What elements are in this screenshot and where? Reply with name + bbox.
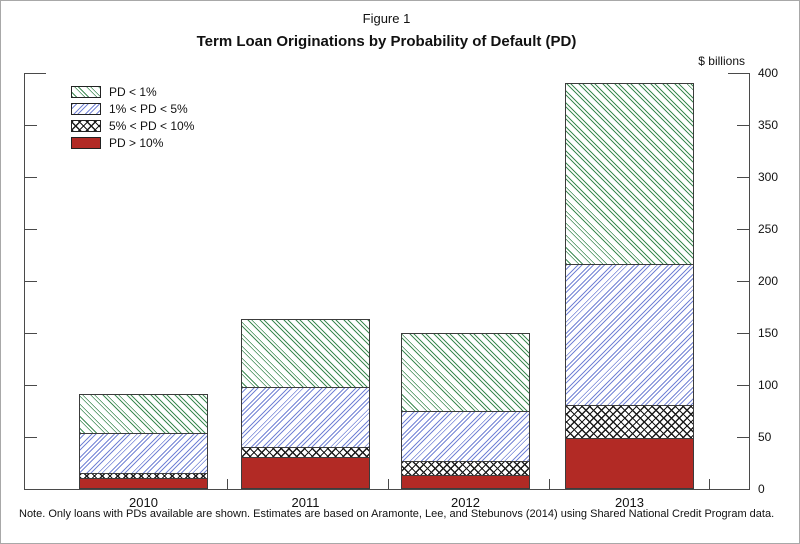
legend-item-pd-gt-10: PD > 10% [71, 134, 194, 151]
bar-2010-segment-green-diagonal [79, 393, 208, 435]
y-axis-unit-label: $ billions [698, 54, 745, 68]
right-y-tick [737, 332, 749, 334]
legend-item-pd-1-5: 1% < PD < 5% [71, 100, 194, 117]
left-y-tick [25, 124, 37, 126]
right-y-tick [737, 384, 749, 386]
right-axis-top-cap [728, 73, 750, 74]
figure-title: Term Loan Originations by Probability of… [196, 33, 577, 50]
left-y-tick [25, 176, 37, 178]
left-y-tick [25, 228, 37, 230]
x-category-label-2013: 2013 [615, 494, 644, 510]
bar-2011-segment-black-crosshatch [241, 446, 370, 459]
bar-2013-segment-green-diagonal [565, 83, 694, 266]
y-tick-label: 300 [758, 169, 779, 184]
blue-hatch-swatch-icon [71, 102, 101, 115]
bar-2012-segment-red-solid [401, 474, 530, 490]
green-hatch-swatch-icon [71, 85, 101, 98]
x-tick [549, 478, 550, 489]
bar-2013-segment-black-crosshatch [565, 405, 694, 439]
legend-item-pd-5-10: 5% < PD < 10% [71, 117, 194, 134]
bar-2012-segment-blue-diagonal [401, 410, 530, 463]
crosshatch-swatch-icon [71, 119, 101, 132]
legend-item-pd-lt-1: PD < 1% [71, 83, 194, 100]
right-y-tick [737, 176, 749, 178]
y-tick-label: 150 [758, 325, 779, 340]
y-tick-label: 200 [758, 273, 779, 288]
figure-number: Figure 1 [362, 11, 411, 26]
x-category-label-2011: 2011 [291, 494, 320, 510]
bar-2011-segment-blue-diagonal [241, 386, 370, 448]
left-y-tick [25, 436, 37, 438]
x-category-label-2012: 2012 [451, 494, 480, 510]
y-tick-label: 250 [758, 221, 779, 236]
y-tick-label: 350 [758, 117, 779, 132]
red-solid-swatch-icon [71, 136, 101, 149]
x-tick [227, 478, 228, 489]
x-category-label-2010: 2010 [129, 494, 158, 510]
right-y-tick [737, 228, 749, 230]
left-y-tick [25, 280, 37, 282]
left-axis-top-cap [24, 73, 46, 74]
y-tick-label: 50 [758, 429, 772, 444]
bar-2011-segment-green-diagonal [241, 319, 370, 388]
legend: PD < 1% 1% < PD < 5% 5% < PD < 10% PD > … [71, 83, 194, 151]
left-y-axis [24, 73, 25, 489]
bar-2011-segment-red-solid [241, 457, 370, 490]
bar-2012-segment-green-diagonal [401, 332, 530, 412]
x-tick [388, 478, 389, 489]
bar-2010-segment-red-solid [79, 478, 208, 490]
right-y-tick [737, 280, 749, 282]
right-y-tick [737, 124, 749, 126]
legend-label: PD < 1% [109, 84, 157, 99]
right-y-axis [749, 73, 750, 489]
bar-2010-segment-blue-diagonal [79, 433, 208, 474]
x-axis [24, 488, 750, 490]
y-tick-label: 100 [758, 377, 779, 392]
y-tick-label: 0 [758, 481, 765, 496]
left-y-tick [25, 384, 37, 386]
bar-2012-segment-black-crosshatch [401, 461, 530, 476]
y-tick-label: 400 [758, 66, 779, 80]
footnote: Note. Only loans with PDs available are … [19, 508, 775, 520]
legend-label: PD > 10% [109, 135, 164, 150]
bar-2013-segment-blue-diagonal [565, 264, 694, 407]
x-tick [709, 478, 710, 489]
right-y-tick [737, 436, 749, 438]
legend-label: 1% < PD < 5% [109, 101, 188, 116]
left-y-tick [25, 332, 37, 334]
legend-label: 5% < PD < 10% [109, 118, 195, 133]
bar-2013-segment-red-solid [565, 437, 694, 490]
